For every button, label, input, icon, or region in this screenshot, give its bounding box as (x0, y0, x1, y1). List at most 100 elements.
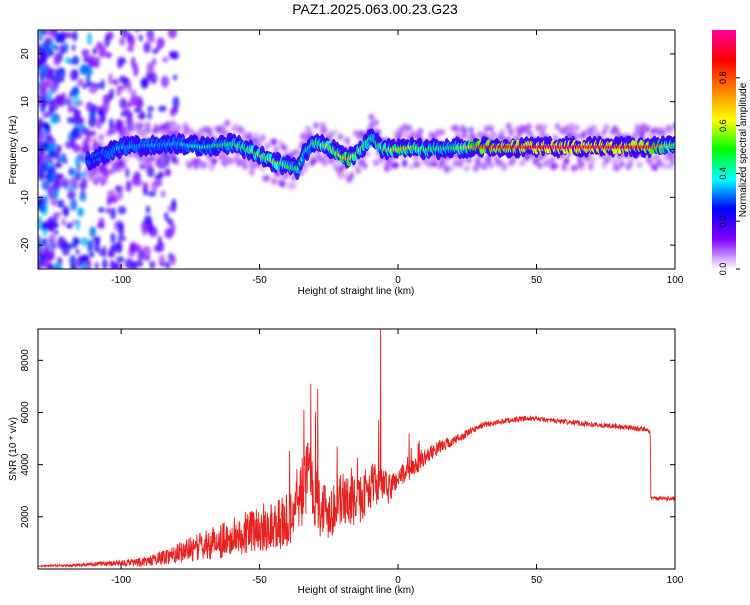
spectrogram-x-axis-label: Height of straight line (km) (298, 286, 415, 297)
spectrogram-halo (93, 169, 100, 177)
spectrogram-y-tick-label: -20 (20, 237, 31, 252)
spectrogram-halo (414, 160, 421, 168)
spectrogram-speckle (149, 260, 156, 269)
spectrogram-speckle (157, 235, 162, 245)
spectrogram-speckle (169, 107, 176, 117)
spectrogram-speckle (142, 187, 148, 196)
spectrogram-halo (242, 162, 249, 170)
spectrogram-speckle (110, 232, 116, 244)
snr-line-layer (38, 329, 675, 569)
spectrogram-halo (439, 128, 446, 136)
spectrogram-speckle (88, 117, 97, 128)
spectrogram-halo (505, 122, 512, 130)
spectrogram-speckle (38, 59, 42, 70)
spectrogram-halo (654, 153, 661, 161)
spectrogram-halo (175, 123, 182, 131)
spectrogram-speckle (125, 116, 134, 127)
spectrogram-speckle (100, 79, 105, 91)
spectrogram-x-tick-label: 50 (531, 275, 543, 286)
spectrogram-halo (463, 164, 470, 172)
spectrogram-halo (550, 155, 557, 163)
spectrogram-speckle (47, 216, 55, 227)
spectrogram-speckle (92, 235, 101, 244)
spectrogram-halo (337, 133, 344, 141)
snr-series-line (38, 329, 675, 569)
spectrogram-speckle (38, 120, 42, 133)
spectrogram-halo (426, 160, 433, 168)
spectrogram-halo (228, 157, 235, 165)
spectrogram-halo (333, 128, 340, 136)
spectrogram-halo (222, 160, 229, 168)
spectrogram-speckle (85, 65, 93, 77)
spectrogram-speckle (74, 171, 82, 182)
snr-panel: -100 -50 0 50 100 2000 4000 6000 8000 Height of … (8, 328, 684, 596)
spectrogram-halo (341, 172, 348, 180)
spectrogram-speckle (116, 256, 125, 263)
spectrogram-halo (372, 119, 379, 127)
spectrogram-speckle (93, 82, 102, 89)
spectrogram-speckle (53, 56, 61, 66)
spectrogram-speckle (171, 200, 176, 213)
spectrogram-speckle (38, 261, 48, 268)
spectrogram-speckle (43, 195, 49, 202)
spectrogram-speckle (38, 117, 43, 123)
spectrogram-speckle (42, 112, 50, 119)
spectrogram-halo (603, 123, 610, 131)
spectrogram-speckle (71, 30, 78, 42)
spectrogram-halo (660, 129, 667, 137)
spectrogram-x-tick-label: -100 (111, 275, 131, 286)
spectrogram-speckle (60, 92, 67, 103)
spectrogram-halo (144, 126, 151, 134)
spectrogram-speckle (63, 177, 68, 190)
snr-frame (37, 328, 676, 570)
spectrogram-speckle (133, 30, 141, 33)
figure-title: PAZ1.2025.063.00.23.G23 (292, 1, 458, 17)
spectrogram-speckle (64, 243, 74, 249)
spectrogram-speckle (49, 170, 55, 184)
spectrogram-halo (587, 163, 594, 171)
spectrogram-speckle (119, 37, 126, 46)
spectrogram-halo (601, 128, 608, 136)
spectrogram-halo (246, 134, 253, 142)
spectrogram-speckle (98, 109, 104, 117)
spectrogram-halo (144, 121, 151, 129)
spectrogram-speckle (172, 74, 178, 81)
spectrogram-halo (525, 123, 532, 131)
spectrogram-halo (439, 160, 446, 168)
spectrogram-speckle (134, 95, 143, 107)
spectrogram-speckle (86, 32, 93, 46)
spectrogram-halo (634, 128, 641, 136)
spectrogram-speckle (171, 50, 180, 60)
spectrogram-halo (592, 125, 599, 133)
spectrogram-speckle (53, 263, 63, 269)
spectrogram-halo (321, 159, 328, 167)
spectrogram-halo (355, 166, 362, 174)
snr-y-tick-label: 4000 (20, 453, 31, 476)
spectrogram-halo (448, 164, 455, 172)
spectrogram-halo (348, 171, 355, 179)
spectrogram-x-tick-label: 0 (395, 275, 401, 286)
spectrogram-halo (111, 127, 118, 135)
spectrogram-halo (581, 130, 588, 138)
spectrogram-speckle (47, 106, 55, 117)
spectrogram-speckle (81, 255, 89, 263)
spectrogram-halo (663, 154, 670, 162)
spectrogram-speckle (54, 68, 60, 79)
spectrogram-halo (151, 128, 158, 136)
spectrogram-halo (443, 164, 450, 172)
spectrogram-speckle (133, 107, 143, 113)
spectrogram-halo (669, 158, 675, 166)
snr-y-axis-label: SNR (10 * v/v) (8, 417, 19, 481)
spectrogram-halo (574, 131, 581, 139)
spectrogram-halo (578, 163, 585, 171)
spectrogram-speckle (138, 34, 143, 42)
spectrogram-speckle (80, 236, 89, 247)
spectrogram-speckle (38, 81, 43, 88)
spectrogram-halo (645, 124, 652, 132)
spectrogram-speckle (75, 219, 81, 231)
spectrogram-speckle (119, 97, 127, 110)
spectrogram-halo (474, 156, 481, 164)
spectrogram-speckle (100, 179, 106, 186)
